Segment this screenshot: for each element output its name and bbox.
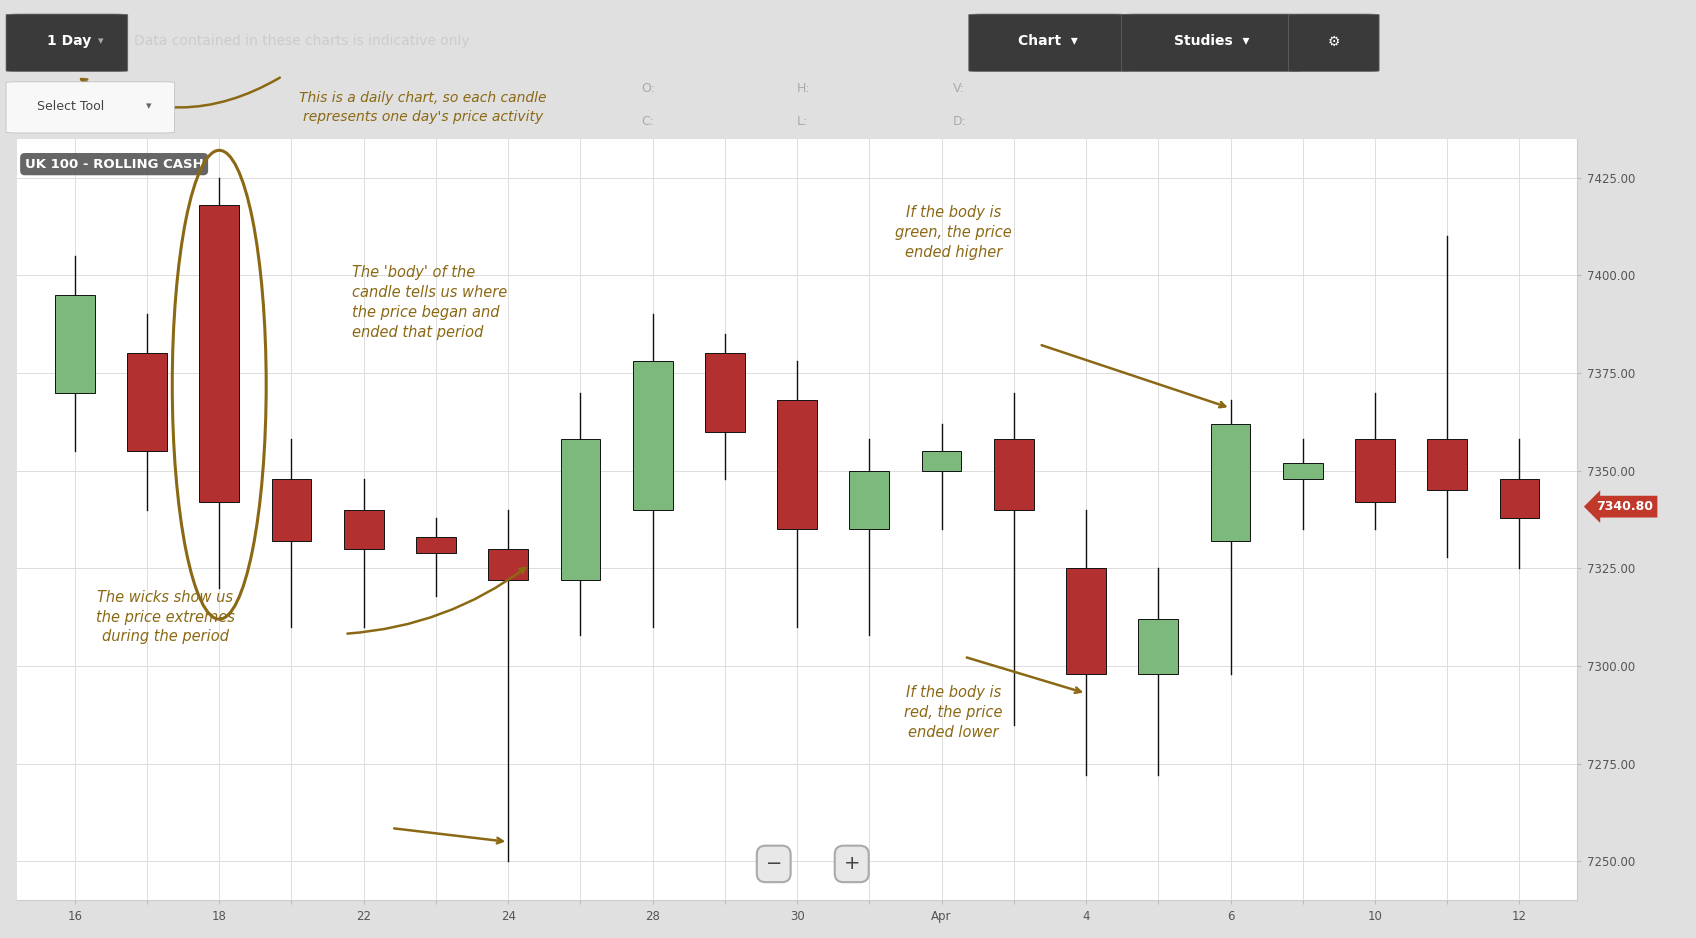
Bar: [994, 439, 1033, 509]
Text: This is a daily chart, so each candle
represents one day's price activity: This is a daily chart, so each candle re…: [298, 91, 546, 124]
FancyBboxPatch shape: [7, 14, 127, 71]
Bar: [54, 295, 95, 392]
Bar: [1282, 462, 1323, 478]
Text: O:: O:: [641, 82, 655, 95]
Text: UK 100 - ROLLING CASH: UK 100 - ROLLING CASH: [25, 158, 204, 171]
Text: The 'body' of the
candle tells us where
the price began and
ended that period: The 'body' of the candle tells us where …: [353, 265, 507, 340]
Bar: [777, 401, 817, 529]
Text: Data contained in these charts is indicative only: Data contained in these charts is indica…: [134, 35, 470, 49]
Bar: [127, 354, 166, 451]
Text: If the body is
green, the price
ended higher: If the body is green, the price ended hi…: [895, 205, 1011, 260]
Text: +: +: [843, 855, 860, 873]
Bar: [633, 361, 673, 509]
Text: If the body is
red, the price
ended lower: If the body is red, the price ended lowe…: [904, 685, 1002, 740]
Text: C:: C:: [641, 114, 655, 128]
Bar: [1067, 568, 1106, 673]
Text: H:: H:: [797, 82, 811, 95]
Bar: [488, 549, 527, 580]
Text: ▾: ▾: [98, 37, 103, 47]
Text: D:: D:: [953, 114, 967, 128]
Bar: [1499, 478, 1540, 518]
Text: V:: V:: [953, 82, 965, 95]
Text: The wicks show us
the price extremes
during the period: The wicks show us the price extremes dur…: [95, 590, 234, 644]
Bar: [1211, 424, 1250, 541]
Bar: [561, 439, 600, 580]
FancyBboxPatch shape: [1121, 14, 1301, 71]
Bar: [416, 537, 456, 552]
Bar: [850, 471, 889, 529]
Text: 1 Day: 1 Day: [46, 35, 92, 49]
Bar: [921, 451, 962, 471]
FancyBboxPatch shape: [7, 82, 175, 133]
Text: L:: L:: [797, 114, 809, 128]
Bar: [200, 205, 239, 502]
Bar: [706, 354, 745, 431]
Bar: [344, 509, 383, 549]
Text: −: −: [765, 855, 782, 873]
Text: Studies  ▾: Studies ▾: [1174, 35, 1250, 49]
FancyBboxPatch shape: [968, 14, 1128, 71]
Bar: [1428, 439, 1467, 491]
Bar: [1138, 619, 1179, 673]
Text: 7340.80: 7340.80: [1596, 500, 1654, 513]
Text: ▾: ▾: [146, 101, 153, 112]
Text: Select Tool: Select Tool: [37, 99, 105, 113]
Bar: [1355, 439, 1394, 502]
Text: Chart  ▾: Chart ▾: [1018, 35, 1079, 49]
Bar: [271, 478, 312, 541]
FancyBboxPatch shape: [1289, 14, 1379, 71]
Text: ⚙: ⚙: [1328, 35, 1340, 49]
